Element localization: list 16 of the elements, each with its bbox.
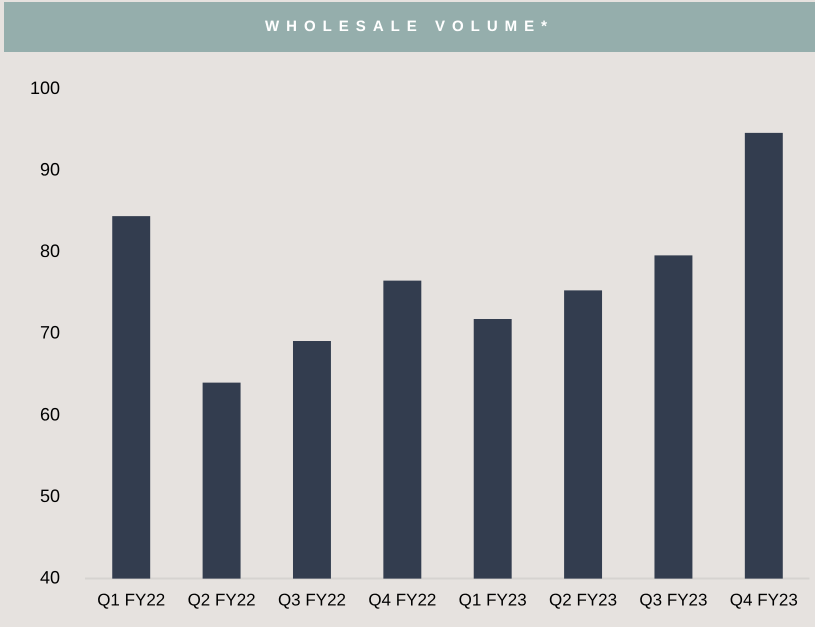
x-tick-label: Q1 FY23 (458, 590, 527, 610)
y-tick-label: 90 (40, 159, 60, 180)
x-tick-label: Q3 FY23 (639, 590, 708, 610)
y-tick-label: 50 (40, 486, 60, 506)
chart-title: WHOLESALE VOLUME* (4, 2, 815, 52)
y-tick-label: 70 (40, 322, 60, 343)
x-tick-label: Q1 FY22 (97, 590, 166, 610)
x-tick-label: Q3 FY22 (278, 590, 346, 610)
x-tick-label: Q2 FY22 (188, 590, 256, 610)
y-tick-label: 80 (40, 241, 60, 262)
y-tick-label: 40 (40, 568, 60, 588)
y-tick-label: 60 (40, 404, 60, 424)
x-tick-label: Q4 FY22 (368, 590, 436, 610)
x-tick-label: Q2 FY23 (549, 590, 618, 610)
y-tick-label: 100 (30, 78, 60, 98)
x-tick-label: Q4 FY23 (730, 590, 798, 610)
